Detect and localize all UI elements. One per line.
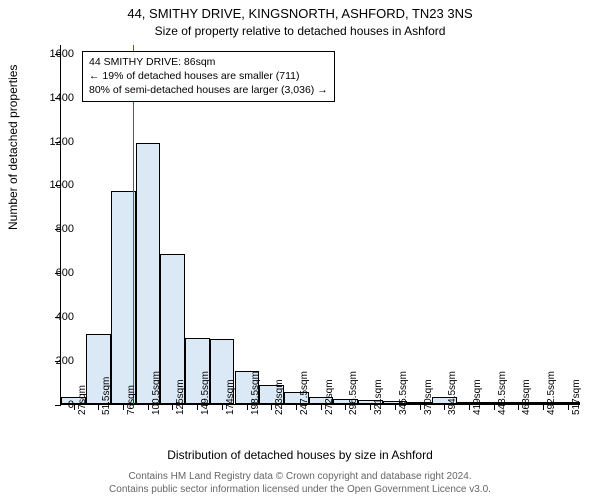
- x-tick-label: 272sqm: [324, 379, 335, 415]
- x-tick: [494, 404, 495, 410]
- x-tick-label: 174sqm: [225, 379, 236, 415]
- histogram-bar: [111, 191, 136, 404]
- x-tick-label: 394.5sqm: [447, 371, 458, 415]
- annotation-box: 44 SMITHY DRIVE: 86sqm ← 19% of detached…: [82, 51, 335, 102]
- x-tick-label: 370sqm: [423, 379, 434, 415]
- y-tick-label: 0: [68, 399, 74, 411]
- x-tick: [123, 404, 124, 410]
- x-tick-label: 51.5sqm: [101, 377, 112, 415]
- y-tick-label: 600: [56, 267, 74, 279]
- annotation-line-2: ← 19% of detached houses are smaller (71…: [89, 69, 328, 83]
- chart-container: 44, SMITHY DRIVE, KINGSNORTH, ASHFORD, T…: [0, 0, 600, 500]
- y-tick-label: 1600: [50, 48, 74, 60]
- x-tick-label: 149.5sqm: [200, 371, 211, 415]
- x-tick: [568, 404, 569, 410]
- y-tick-label: 1200: [50, 136, 74, 148]
- y-tick-label: 800: [56, 223, 74, 235]
- x-tick: [247, 404, 248, 410]
- x-tick: [296, 404, 297, 410]
- x-tick-label: 443.5sqm: [497, 371, 508, 415]
- footer-line-2: Contains public sector information licen…: [0, 484, 600, 497]
- x-tick: [98, 404, 99, 410]
- x-tick-label: 296.5sqm: [348, 371, 359, 415]
- x-tick: [395, 404, 396, 410]
- x-tick: [197, 404, 198, 410]
- x-tick: [543, 404, 544, 410]
- x-tick: [370, 404, 371, 410]
- x-tick-label: 345.5sqm: [398, 371, 409, 415]
- x-tick: [271, 404, 272, 410]
- x-tick: [518, 404, 519, 410]
- y-tick: [55, 405, 61, 406]
- y-tick-label: 1000: [50, 179, 74, 191]
- x-tick-label: 223sqm: [274, 379, 285, 415]
- chart-title-sub: Size of property relative to detached ho…: [0, 24, 600, 38]
- x-tick-label: 321sqm: [373, 379, 384, 415]
- x-tick-label: 468sqm: [521, 379, 532, 415]
- x-tick: [420, 404, 421, 410]
- x-tick: [469, 404, 470, 410]
- x-tick-label: 100.5sqm: [151, 371, 162, 415]
- x-tick-label: 247.5sqm: [299, 371, 310, 415]
- x-tick-label: 27sqm: [77, 385, 88, 415]
- annotation-line-3: 80% of semi-detached houses are larger (…: [89, 83, 328, 97]
- x-tick-label: 198.5sqm: [250, 371, 261, 415]
- x-tick-label: 125sqm: [175, 379, 186, 415]
- x-tick: [444, 404, 445, 410]
- x-tick-label: 76sqm: [126, 385, 137, 415]
- footer-line-1: Contains HM Land Registry data © Crown c…: [0, 471, 600, 484]
- x-tick: [321, 404, 322, 410]
- x-tick: [345, 404, 346, 410]
- x-tick-label: 517sqm: [571, 379, 582, 415]
- chart-title-main: 44, SMITHY DRIVE, KINGSNORTH, ASHFORD, T…: [0, 6, 600, 21]
- histogram-bar: [136, 143, 161, 404]
- x-tick-label: 492.5sqm: [546, 371, 557, 415]
- x-tick: [148, 404, 149, 410]
- footer-attribution: Contains HM Land Registry data © Crown c…: [0, 471, 600, 496]
- y-tick-label: 400: [56, 311, 74, 323]
- x-tick-label: 419sqm: [472, 379, 483, 415]
- y-axis-label: Number of detached properties: [6, 65, 20, 230]
- annotation-line-1: 44 SMITHY DRIVE: 86sqm: [89, 55, 328, 69]
- x-axis-label: Distribution of detached houses by size …: [0, 448, 600, 462]
- y-tick-label: 200: [56, 355, 74, 367]
- x-tick: [222, 404, 223, 410]
- x-tick: [172, 404, 173, 410]
- y-tick-label: 1400: [50, 92, 74, 104]
